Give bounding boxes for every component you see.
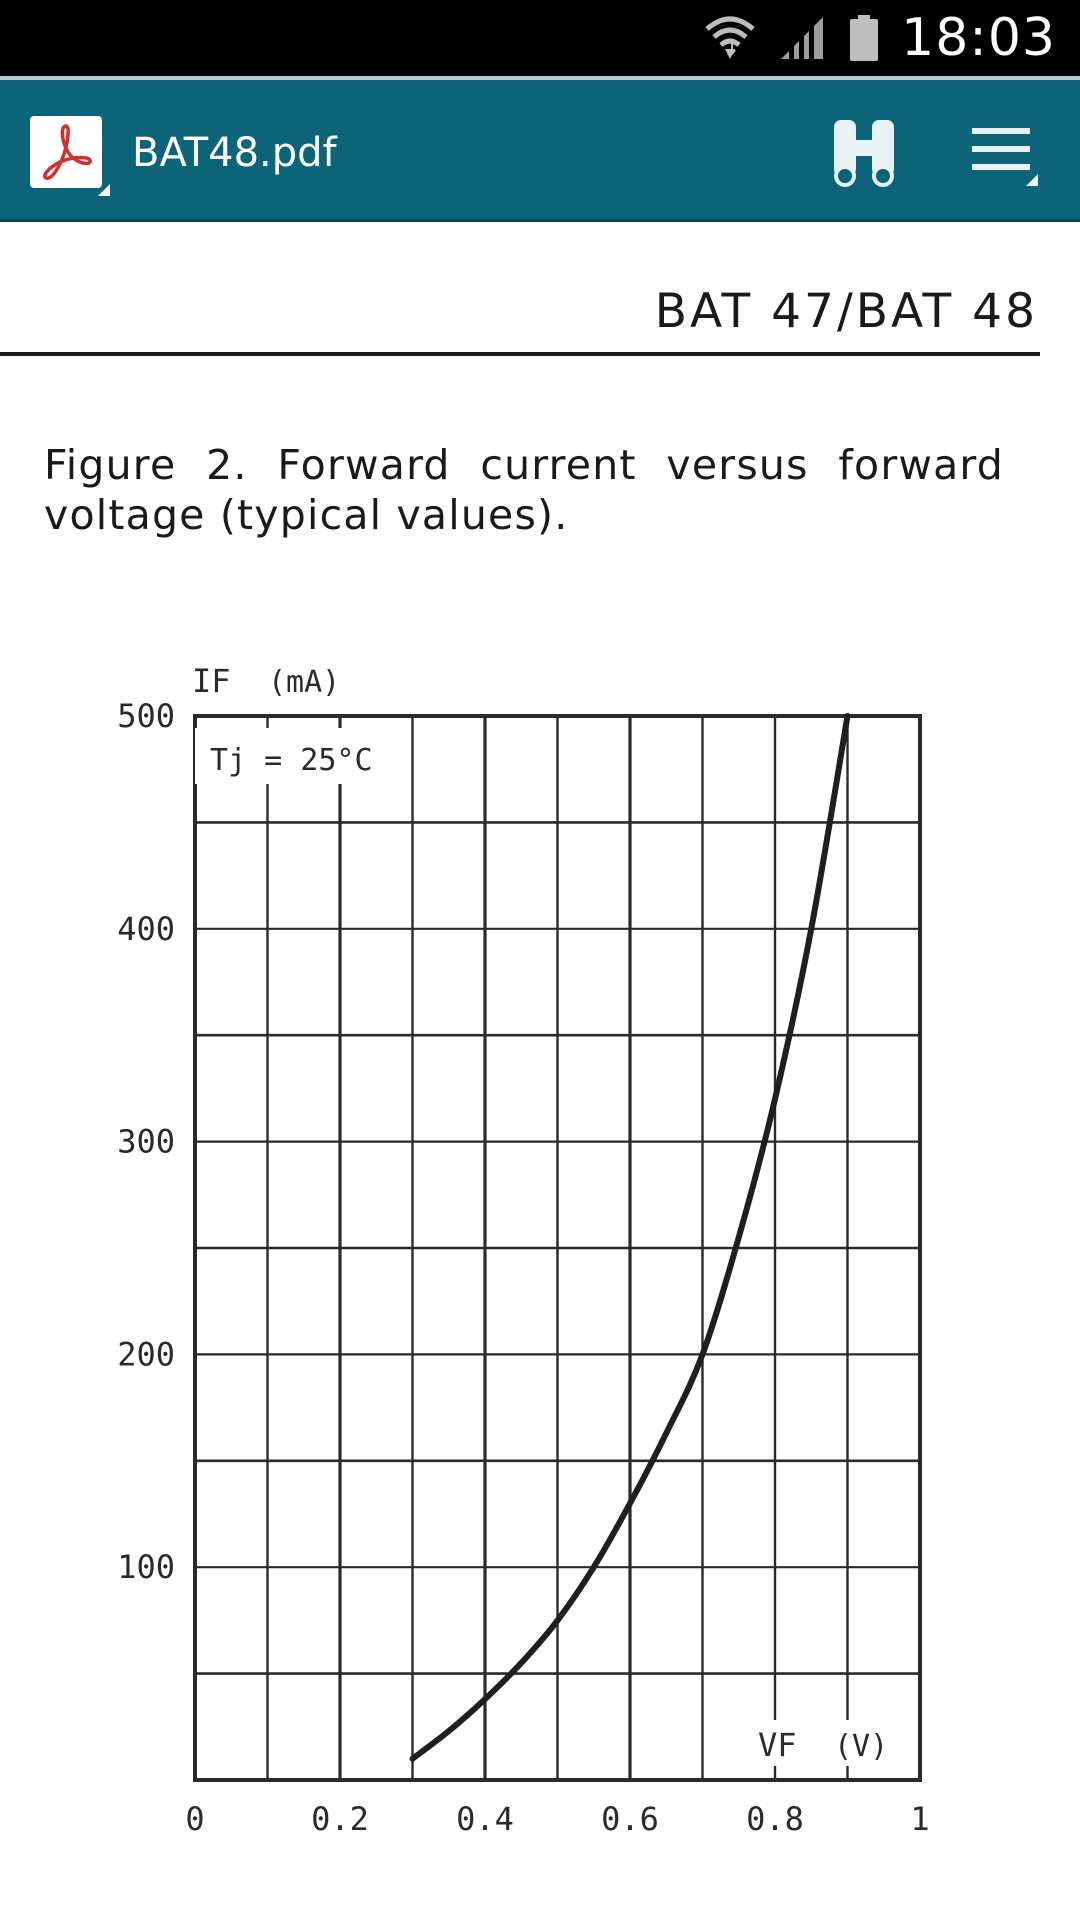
header-divider (0, 352, 1040, 356)
y-axis-name: IF (192, 662, 231, 700)
y-tick-label: 500 (117, 697, 175, 735)
chart-major-grid (195, 716, 920, 1780)
annotation-box (195, 728, 405, 784)
forward-current-curve (409, 713, 851, 1762)
x-axis-name: VF (758, 1726, 797, 1764)
x-axis-unit: (V) (834, 1729, 888, 1764)
y-tick-label: 200 (117, 1335, 175, 1373)
x-tick-label: 0.4 (456, 1800, 514, 1838)
app-icon-corner (98, 184, 110, 196)
x-tick-label: 0 (185, 1800, 204, 1838)
chart-series (409, 713, 851, 1762)
clock: 18:03 (901, 8, 1056, 68)
binoculars-icon (834, 120, 894, 187)
x-tick-label: 0.8 (746, 1800, 804, 1838)
figure-caption: Figure 2. Forward current versus forward… (44, 441, 1004, 539)
wifi-icon (705, 16, 755, 59)
y-axis-unit: (mA) (268, 665, 340, 700)
hamburger-menu-icon (972, 128, 1038, 186)
y-tick-label: 300 (117, 1123, 175, 1161)
signal-icon (781, 17, 824, 59)
menu-button[interactable] (966, 116, 1046, 192)
temperature-annotation: Tj = 25°C (210, 743, 373, 778)
x-tick-labels: 0 0.2 0.4 0.6 0.8 1 (185, 1800, 929, 1838)
battery-icon (850, 15, 879, 61)
document-header: BAT 47/BAT 48 (654, 284, 1038, 339)
find-button[interactable] (826, 116, 902, 192)
x-tick-label: 0.6 (601, 1800, 659, 1838)
app-toolbar: BAT48.pdf (0, 76, 1080, 222)
plot-frame (193, 714, 922, 1782)
x-tick-label: 0.2 (311, 1800, 369, 1838)
x-axis-label: VF (V) (752, 1720, 888, 1766)
document-page[interactable]: BAT 47/BAT 48 Figure 2. Forward current … (0, 222, 1080, 1920)
pdf-icon[interactable] (30, 116, 102, 188)
document-title: BAT48.pdf (132, 130, 337, 176)
x-tick-label: 1 (910, 1800, 929, 1838)
y-tick-labels: 100 200 300 400 500 (117, 697, 175, 1586)
y-tick-label: 400 (117, 910, 175, 948)
status-icons: 18:03 (703, 0, 1056, 76)
y-axis-label: IF (mA) (192, 662, 340, 700)
chart-minor-grid (195, 716, 920, 1780)
y-tick-label: 100 (117, 1548, 175, 1586)
status-bar: 18:03 (0, 0, 1080, 76)
